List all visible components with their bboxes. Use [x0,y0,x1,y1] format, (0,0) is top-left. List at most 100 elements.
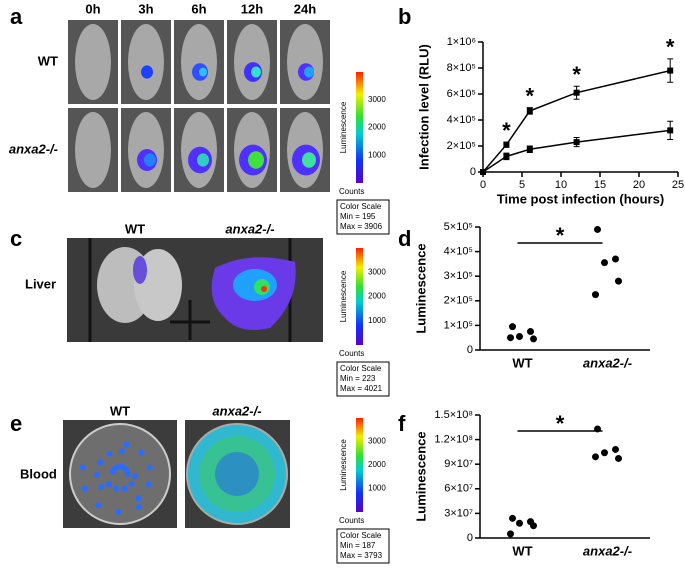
mouse [234,24,270,100]
colorbar-unit: Counts [339,516,364,525]
x-tick-label: 25 [672,179,684,191]
y-tick-label: 8×10⁵ [447,62,476,74]
x-tick-label: 5 [519,179,525,191]
y-tick-label: 1.2×10⁸ [434,434,473,446]
x-tick-label: anxa2-/- [583,543,632,558]
point [507,334,514,342]
point [594,225,601,233]
mouse [287,24,323,100]
colorbar-tick: 2000 [368,123,386,132]
panel-letter: a [10,4,23,29]
scale-title: Color Scale [340,364,382,373]
point [612,255,619,263]
y-tick-label: 0 [467,344,473,356]
y-tick-label: 3×10⁷ [444,507,473,519]
colony [106,450,113,457]
y-tick-label: 1×10⁵ [444,319,473,331]
colony [98,484,105,491]
colony [105,481,112,488]
panel-letter: e [10,411,22,436]
colony [95,502,102,509]
colorbar-unit: Counts [339,187,364,196]
colony [79,464,86,471]
scale-max: Max = 3906 [340,222,383,231]
signal [261,286,267,292]
x-tick-label: 20 [633,179,645,191]
colorbar [356,72,363,183]
signal [133,256,147,284]
colony [146,464,153,471]
column-label: anxa2-/- [212,403,261,418]
y-tick-label: 1.5×10⁸ [434,409,473,421]
y-tick-label: 6×10⁵ [447,88,476,100]
colorbar-title: Luminescence [339,439,348,491]
y-tick-label: 4×10⁵ [447,114,476,126]
panel-letter: b [398,4,411,29]
time-label: 24h [294,1,316,16]
significance: * [556,223,565,248]
colony [94,471,101,478]
point [615,277,622,285]
significance: * [556,411,565,436]
signal [197,153,209,167]
point [615,454,622,462]
point [516,519,523,527]
point [601,449,608,457]
significance: * [572,62,581,87]
column-label: anxa2-/- [225,221,274,236]
row-label: Liver [25,276,56,291]
y-tick-label: 0 [470,166,476,178]
colorbar-tick: 2000 [368,292,386,301]
signal [248,151,264,169]
point [503,153,510,160]
point [592,291,599,299]
y-tick-label: 0 [467,532,473,544]
colony [113,485,120,492]
colorbar-title: Luminescence [339,270,348,322]
y-tick-label: 1×10⁶ [447,36,476,48]
time-label: 3h [138,1,153,16]
colony [135,503,142,510]
scale-min: Min = 195 [340,212,376,221]
point [592,453,599,461]
point [573,89,580,96]
colorbar-tick: 3000 [368,95,386,104]
colony [97,459,104,466]
y-tick-label: 2×10⁵ [447,140,476,152]
colorbar-tick: 3000 [368,267,386,276]
point [526,107,533,114]
y-axis-label: Luminescence [413,431,428,521]
colony [121,485,128,492]
point [480,169,486,175]
x-tick-label: WT [512,543,532,558]
colony [123,441,130,448]
panel-c-image [67,238,323,342]
mouse [128,24,164,100]
colony [115,508,122,515]
y-tick-label: 2×10⁵ [444,295,473,307]
signal [199,67,207,77]
mouse [75,112,111,188]
x-tick-label: 0 [480,179,486,191]
column-label: WT [110,403,130,418]
colorbar-title: Luminescence [339,101,348,153]
scale-min: Min = 223 [340,374,376,383]
colony [109,468,116,475]
colorbar-tick: 3000 [368,437,386,446]
x-tick-label: WT [512,355,532,370]
x-tick-label: anxa2-/- [583,355,632,370]
panel-letter: f [398,411,406,436]
colony [128,480,135,487]
colorbar-tick: 1000 [368,316,386,325]
plate [69,423,171,525]
panel-letter: d [398,226,411,251]
time-label: 6h [191,1,206,16]
significance: * [526,83,535,108]
point [667,127,674,134]
panel-letter: c [10,226,22,251]
y-axis-label: Luminescence [413,243,428,333]
scale-box [336,199,390,235]
colony [135,495,142,502]
